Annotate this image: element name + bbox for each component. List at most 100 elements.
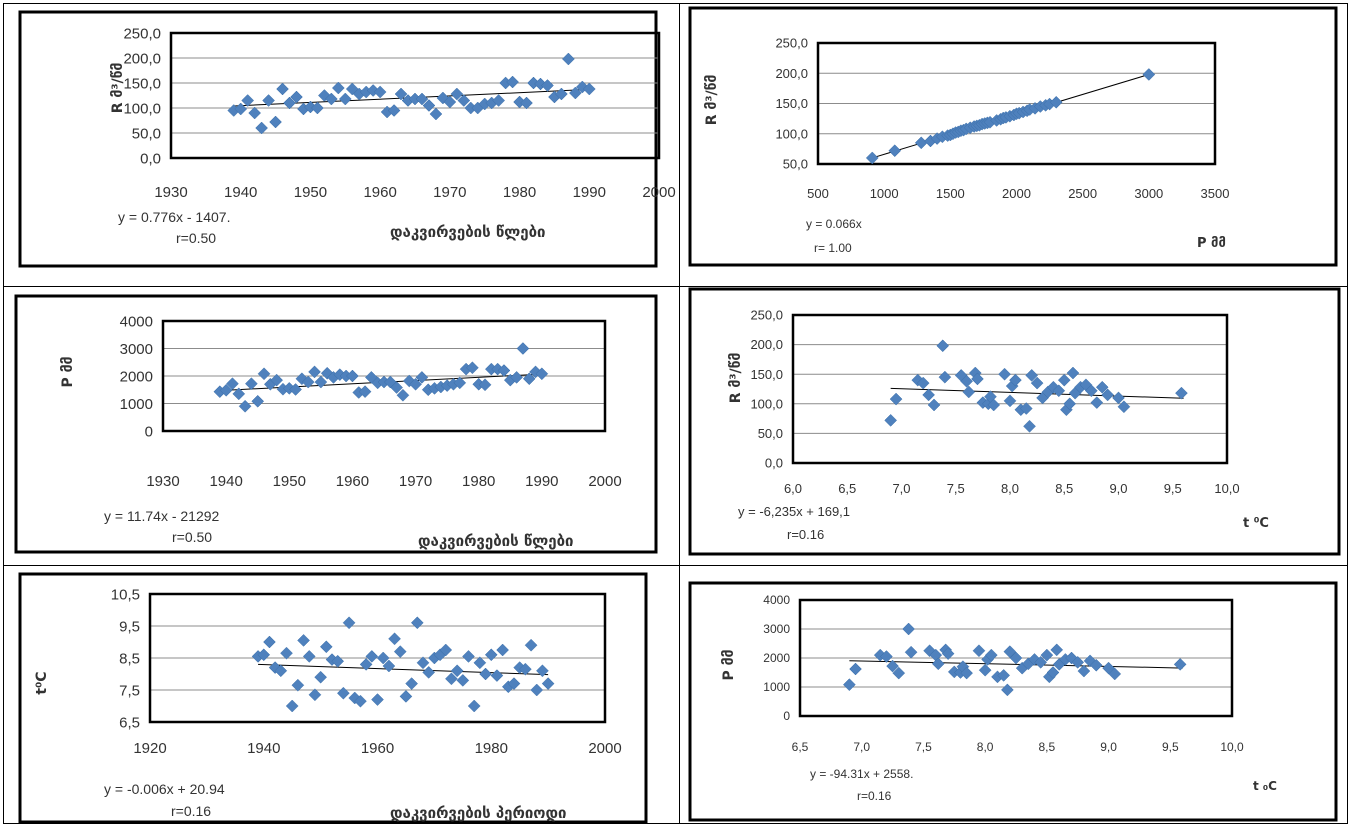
y-tick-label: 200,0: [775, 66, 808, 81]
data-point: [541, 677, 555, 690]
plot-area: [148, 592, 607, 724]
data-point: [916, 376, 930, 390]
y-tick-label: 200,0: [123, 50, 161, 67]
y-tick-label: 50,0: [132, 125, 161, 142]
y-tick-label: 7,5: [119, 682, 140, 699]
data-point: [1034, 655, 1048, 669]
x-tick-label: 6,0: [784, 481, 802, 496]
data-point: [931, 657, 945, 671]
data-point: [497, 364, 511, 377]
data-point: [257, 367, 271, 381]
data-point: [1019, 402, 1033, 415]
y-tick-label: 3000: [763, 622, 790, 636]
data-point: [972, 644, 986, 658]
chart-precip-by-year: 0 1000 2000 3000 4000 1930 1940 1950 1960 1970 198…: [60, 313, 622, 550]
data-point: [467, 699, 481, 713]
data-point: [255, 121, 268, 135]
data-point: [1071, 655, 1085, 669]
data-point: [248, 106, 262, 120]
y-axis-title: R მ³/წმ: [704, 75, 720, 126]
correlation-label: r= 1.00: [814, 241, 852, 255]
data-point: [997, 669, 1011, 682]
x-tick-label: 1960: [336, 473, 369, 490]
x-tick-label: 2000: [588, 740, 621, 757]
x-tick-label: 1960: [363, 184, 396, 201]
data-point: [936, 339, 950, 353]
data-point: [1175, 386, 1188, 400]
x-tick-label: 1950: [273, 473, 306, 490]
data-point: [270, 373, 284, 387]
data-point: [251, 394, 265, 408]
data-point: [516, 342, 530, 355]
y-tick-label: 250,0: [750, 308, 783, 323]
data-point: [422, 99, 436, 112]
data-point: [536, 664, 549, 678]
data-point: [582, 82, 596, 96]
data-point: [274, 664, 288, 678]
chart-runoff-by-year: 0,0 50,0 100,0 150,0 200,0 250,0 1930 1940 1950 1…: [110, 25, 676, 246]
x-tick-label: 10,0: [1214, 481, 1239, 496]
data-point: [324, 92, 338, 106]
data-point: [308, 688, 322, 702]
x-tick-label: 8,5: [1039, 740, 1056, 754]
y-tick-label: 100,0: [750, 396, 783, 411]
data-point: [535, 367, 549, 381]
x-axis-title: დაკვირვების წლები: [418, 532, 574, 550]
y-axis-title: R მ³/წმ: [728, 353, 744, 404]
chart-runoff-vs-temp: 0,0 50,0 100,0 150,0 200,0 250,0 6,0 6,5 7,0 7,5 8…: [728, 308, 1269, 542]
data-point: [436, 91, 450, 105]
data-point: [409, 377, 422, 391]
y-tick-label: 1000: [120, 396, 153, 413]
data-point: [394, 87, 408, 101]
y-tick-label: 250,0: [775, 36, 808, 51]
plot-area: [161, 319, 607, 433]
data-point: [311, 101, 324, 115]
y-tick-label: 0: [145, 423, 153, 440]
data-point: [439, 643, 453, 657]
x-tick-label: 1970: [433, 184, 466, 201]
data-point: [283, 96, 296, 110]
y-tick-label: 0: [783, 709, 790, 723]
data-point: [927, 398, 941, 412]
table-grid: [3, 3, 1348, 824]
data-point: [1052, 384, 1066, 398]
data-point: [541, 79, 554, 92]
data-point: [902, 622, 915, 636]
data-point: [978, 663, 992, 677]
data-point: [960, 666, 973, 680]
y-tick-label: 150,0: [750, 367, 783, 382]
trend-line: [258, 663, 549, 676]
data-point: [941, 647, 955, 661]
data-point: [285, 699, 299, 713]
data-point: [234, 102, 248, 116]
data-point: [1066, 366, 1080, 380]
y-tick-label: 100,0: [123, 100, 161, 117]
data-point: [342, 616, 356, 630]
trend-equation: y = -0.006x + 20.94: [104, 781, 225, 797]
x-tick-label: 8,0: [1001, 481, 1019, 496]
data-point: [938, 370, 952, 384]
x-axis-title: t ⁰C: [1243, 516, 1269, 531]
data-point: [1083, 654, 1097, 668]
x-tick-label: 1980: [475, 740, 508, 757]
data-point: [331, 81, 345, 95]
y-tick-label: 0,0: [140, 150, 161, 167]
x-tick-label: 2000: [642, 184, 675, 201]
data-point: [555, 87, 568, 101]
data-point: [490, 669, 504, 682]
data-point: [1040, 648, 1054, 662]
y-tick-label: 50,0: [758, 426, 783, 441]
data-point: [843, 678, 856, 692]
trend-equation: y = 0.066x: [806, 217, 862, 231]
x-tick-label: 9,5: [1164, 481, 1182, 496]
data-point: [308, 365, 321, 379]
y-tick-label: 10,5: [111, 586, 140, 603]
y-tick-label: 2000: [120, 368, 153, 385]
data-point: [276, 82, 289, 96]
data-point: [450, 87, 464, 101]
data-point: [280, 646, 293, 660]
data-point: [241, 94, 255, 107]
data-point: [359, 658, 373, 671]
data-point: [1025, 369, 1039, 382]
data-point: [914, 136, 928, 150]
